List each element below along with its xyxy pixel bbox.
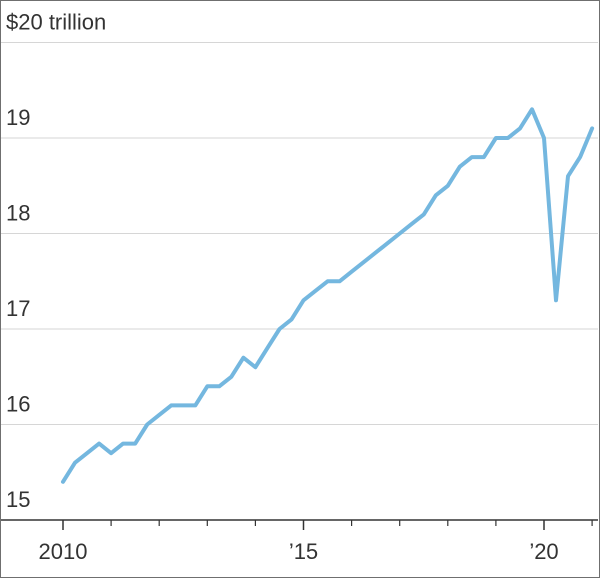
gridlines	[1, 42, 598, 521]
x-axis: 2010 ’15 ’20	[39, 520, 593, 564]
y-tick-label-15: 15	[6, 487, 30, 512]
y-tick-label-20: $20 trillion	[6, 10, 106, 35]
y-tick-label-16: 16	[6, 392, 30, 417]
y-tick-label-19: 19	[6, 105, 30, 130]
y-tick-label-17: 17	[6, 296, 30, 321]
x-tick-label-2020: ’20	[529, 539, 558, 564]
x-tick-label-2015: ’15	[289, 539, 318, 564]
series-line-0	[61, 107, 595, 484]
y-axis-labels: 15 16 17 18 19 $20 trillion	[6, 10, 106, 513]
series-layer	[61, 107, 595, 484]
x-tick-label-2010: 2010	[39, 539, 88, 564]
y-tick-label-18: 18	[6, 201, 30, 226]
